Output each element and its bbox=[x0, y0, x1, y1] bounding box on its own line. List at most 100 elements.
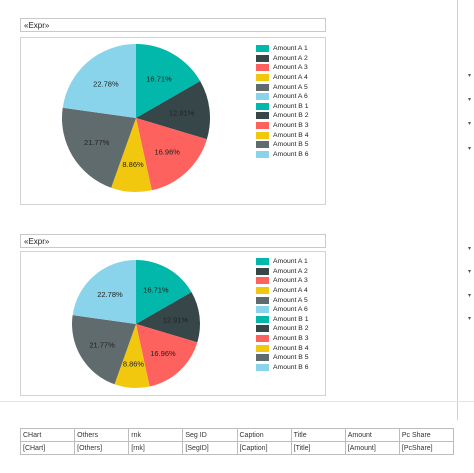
table-value-cell[interactable]: [Caption] bbox=[236, 441, 292, 455]
legend-label: Amount A 1 bbox=[273, 45, 308, 53]
chart-2-pie: 16.71% 12.91% 16.96% 8.86% 21.77% 22.78% bbox=[71, 260, 200, 388]
legend-item: Amount B 2 bbox=[256, 324, 309, 334]
legend-item: Amount A 6 bbox=[256, 92, 309, 102]
table-header-cell[interactable]: Pc Share bbox=[398, 428, 455, 442]
data-table: CHart Others rnk Seg ID Caption Title Amount Pc… bbox=[19, 428, 455, 455]
table-header-cell[interactable]: Amount bbox=[344, 428, 400, 442]
legend-item: Amount B 2 bbox=[256, 111, 309, 121]
legend-swatch bbox=[256, 141, 269, 149]
legend-item: Amount A 4 bbox=[256, 73, 309, 83]
legend-label: Amount A 5 bbox=[273, 296, 308, 304]
chart-1-expr-box[interactable]: «Expr» bbox=[20, 18, 326, 32]
legend-item: Amount B 5 bbox=[256, 140, 309, 150]
slice-data-label: 8.86% bbox=[122, 160, 144, 169]
page-right-border bbox=[457, 0, 458, 420]
pie-slice bbox=[136, 81, 211, 140]
legend-item: Amount A 1 bbox=[256, 44, 309, 54]
legend-label: Amount B 6 bbox=[273, 363, 309, 371]
legend-swatch bbox=[256, 45, 269, 53]
slice-data-label: 8.86% bbox=[123, 360, 145, 369]
legend-item: Amount A 6 bbox=[256, 305, 309, 315]
chart-1-container[interactable]: 16.71% 12.91% 16.96% 8.86% 21.77% 22.78% Amou… bbox=[20, 37, 326, 205]
table-header-row: CHart Others rnk Seg ID Caption Title Amount Pc… bbox=[19, 428, 455, 442]
legend-swatch bbox=[256, 74, 269, 82]
slice-data-label: 16.96% bbox=[150, 349, 176, 358]
legend-swatch bbox=[256, 325, 269, 333]
table-value-cell[interactable]: [SegID] bbox=[182, 441, 238, 455]
table-header-cell[interactable]: Title bbox=[290, 428, 346, 442]
legend-swatch bbox=[256, 122, 269, 130]
legend-label: Amount A 2 bbox=[273, 267, 308, 275]
pie-slice bbox=[136, 292, 200, 343]
chart-2-container[interactable]: 16.71% 12.91% 16.96% 8.86% 21.77% 22.78% Amou… bbox=[20, 251, 326, 396]
table-header-cell[interactable]: rnk bbox=[128, 428, 184, 442]
chart-2-expr-box[interactable]: «Expr» bbox=[20, 234, 326, 248]
chart-1-pie: 16.71% 12.91% 16.96% 8.86% 21.77% 22.78% bbox=[62, 44, 211, 192]
legend-swatch bbox=[256, 258, 269, 266]
table-header-cell[interactable]: CHart bbox=[19, 428, 76, 442]
table-row: [CHart] [Others] [rnk] [SegID] [Caption] [Tit… bbox=[19, 441, 455, 455]
legend-swatch bbox=[256, 315, 269, 323]
legend-label: Amount A 1 bbox=[273, 258, 308, 266]
legend-swatch bbox=[256, 150, 269, 158]
legend-item: Amount B 3 bbox=[256, 121, 309, 131]
legend-label: Amount B 5 bbox=[273, 354, 309, 362]
pie-slice bbox=[136, 324, 198, 387]
pie-slice bbox=[136, 44, 201, 118]
table-value-cell[interactable]: [Others] bbox=[74, 441, 130, 455]
pie-slice bbox=[72, 260, 136, 324]
table-value-cell[interactable]: [Title] bbox=[290, 441, 346, 455]
chart-2-legend: Amount A 1 Amount A 2 Amount A 3 Amount A 4… bbox=[256, 257, 309, 372]
table-value-cell[interactable]: [rnk] bbox=[128, 441, 184, 455]
legend-item: Amount B 6 bbox=[256, 363, 309, 373]
legend-label: Amount A 4 bbox=[273, 287, 308, 295]
slice-data-label: 12.91% bbox=[169, 109, 195, 118]
legend-swatch bbox=[256, 93, 269, 101]
legend-swatch bbox=[256, 335, 269, 343]
table-header-cell[interactable]: Others bbox=[74, 428, 130, 442]
table-value-cell[interactable]: [Amount] bbox=[344, 441, 400, 455]
legend-item: Amount B 4 bbox=[256, 130, 309, 140]
slice-data-label: 21.77% bbox=[89, 341, 115, 350]
legend-item: Amount B 3 bbox=[256, 334, 309, 344]
legend-label: Amount B 3 bbox=[273, 122, 309, 130]
legend-label: Amount A 5 bbox=[273, 83, 308, 91]
slice-data-label: 16.71% bbox=[143, 286, 169, 295]
pie-slice bbox=[136, 260, 192, 324]
legend-swatch bbox=[256, 296, 269, 304]
legend-label: Amount A 6 bbox=[273, 306, 308, 314]
pie-slice bbox=[62, 44, 136, 118]
legend-label: Amount A 6 bbox=[273, 93, 308, 101]
pie-slice bbox=[62, 107, 136, 188]
legend-item: Amount A 2 bbox=[256, 267, 309, 277]
slice-data-label: 21.77% bbox=[84, 138, 110, 147]
legend-label: Amount A 4 bbox=[273, 74, 308, 82]
section-divider bbox=[0, 401, 474, 402]
legend-item: Amount B 6 bbox=[256, 150, 309, 160]
legend-swatch bbox=[256, 267, 269, 275]
legend-item: Amount A 3 bbox=[256, 63, 309, 73]
table-value-cell[interactable]: [CHart] bbox=[19, 441, 76, 455]
table-header-cell[interactable]: Caption bbox=[236, 428, 292, 442]
legend-item: Amount B 1 bbox=[256, 315, 309, 325]
slice-data-label: 16.71% bbox=[146, 74, 172, 83]
legend-item: Amount A 3 bbox=[256, 276, 309, 286]
legend-swatch bbox=[256, 277, 269, 285]
legend-label: Amount B 1 bbox=[273, 315, 309, 323]
legend-swatch bbox=[256, 306, 269, 314]
legend-swatch bbox=[256, 83, 269, 91]
table-header-cell[interactable]: Seg ID bbox=[182, 428, 238, 442]
legend-label: Amount B 1 bbox=[273, 102, 309, 110]
legend-swatch bbox=[256, 354, 269, 362]
legend-item: Amount A 1 bbox=[256, 257, 309, 267]
legend-label: Amount B 5 bbox=[273, 141, 309, 149]
legend-swatch bbox=[256, 54, 269, 62]
legend-swatch bbox=[256, 131, 269, 139]
slice-data-label: 22.78% bbox=[97, 290, 123, 299]
legend-swatch bbox=[256, 363, 269, 371]
legend-item: Amount B 1 bbox=[256, 102, 309, 112]
legend-label: Amount B 4 bbox=[273, 131, 309, 139]
table-value-cell[interactable]: [PcShare] bbox=[398, 441, 455, 455]
chart-1-legend: Amount A 1 Amount A 2 Amount A 3 Amount A 4… bbox=[256, 44, 309, 159]
slice-data-label: 22.78% bbox=[93, 79, 119, 88]
